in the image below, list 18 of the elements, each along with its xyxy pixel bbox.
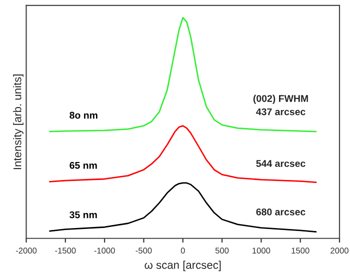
y-axis-title: Intensity [arb. units] xyxy=(13,74,24,170)
x-tick-label: -1000 xyxy=(94,248,115,254)
annotation: 680 arcsec xyxy=(256,208,306,216)
x-tick-label: -1500 xyxy=(55,248,76,254)
x-tick-label: 2000 xyxy=(330,248,348,254)
x-tick-label: -2000 xyxy=(16,248,37,254)
x-tick-label: 1000 xyxy=(252,248,270,254)
x-tick-label: 1500 xyxy=(292,248,310,254)
x-tick-label: 500 xyxy=(215,248,229,254)
x-tick-label: -500 xyxy=(136,248,152,254)
annotation: 544 arcsec xyxy=(256,160,306,167)
series-label: 35 nm xyxy=(70,211,97,218)
annotation: 437 arcsec xyxy=(256,108,306,116)
x-axis-title: ω scan [arcsec] xyxy=(144,260,221,272)
x-tick-label: 0 xyxy=(180,248,185,254)
series-label: 8o nm xyxy=(70,112,98,119)
annotation: (002) FWHM xyxy=(253,94,308,104)
series-label: 65 nm xyxy=(70,162,97,169)
